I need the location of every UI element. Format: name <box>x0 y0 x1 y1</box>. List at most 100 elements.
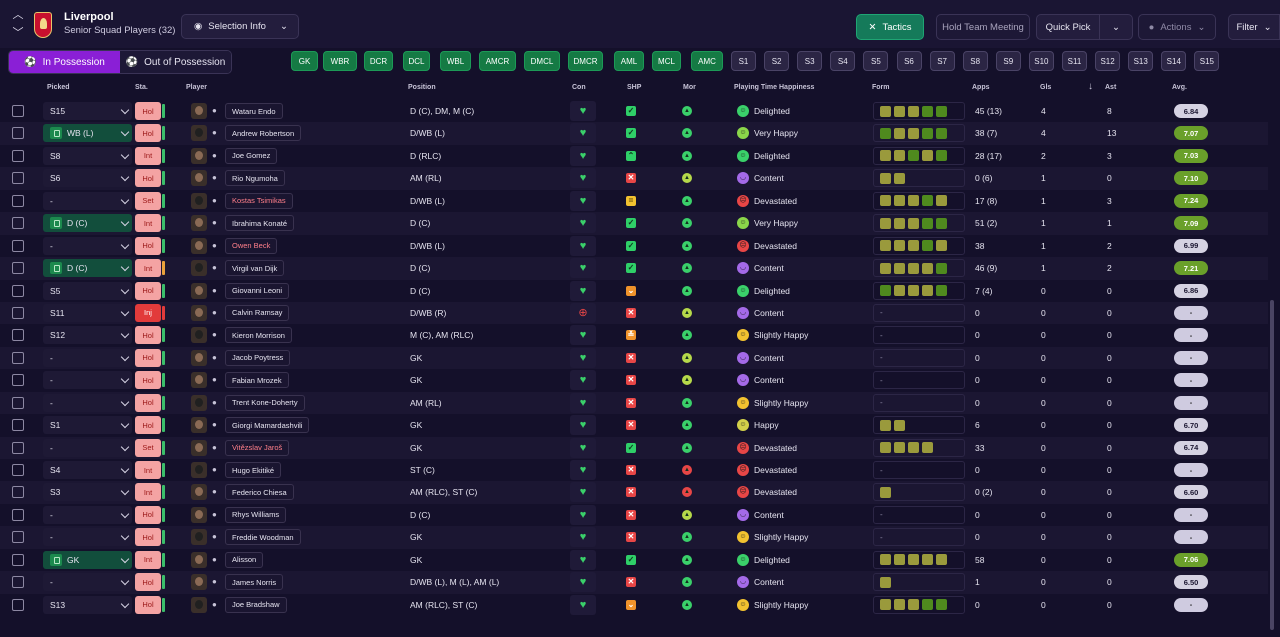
picked-dropdown[interactable]: - <box>43 505 132 524</box>
status-badge[interactable]: Hol <box>135 573 161 592</box>
table-row[interactable]: - Hol ● James Norris D/WB (L), M (L), AM… <box>0 571 1268 594</box>
player-name[interactable]: Owen Beck <box>225 237 278 254</box>
status-badge[interactable]: Hol <box>135 281 161 300</box>
row-checkbox[interactable] <box>12 217 24 230</box>
status-badge[interactable]: Hol <box>135 595 161 614</box>
status-badge[interactable]: Hol <box>135 505 161 524</box>
table-row[interactable]: S1 Hol ● Giorgi Mamardashvili GK ♥ ✕ ▲ ☺… <box>0 414 1268 436</box>
col-player[interactable]: Player <box>186 84 208 91</box>
player-name[interactable]: Trent Kone-Doherty <box>225 394 305 411</box>
position-button-dmcr[interactable]: DMCR <box>568 51 603 71</box>
player-name[interactable]: Alisson <box>225 551 264 568</box>
sort-arrow-icon[interactable]: ↓ <box>1088 81 1093 92</box>
table-row[interactable]: S5 Hol ● Giovanni Leoni D (C) ♥ ⌄ ▲ ☺ De… <box>0 280 1268 302</box>
picked-dropdown[interactable]: D (C) <box>43 214 132 233</box>
row-checkbox[interactable] <box>12 172 24 185</box>
table-row[interactable]: - Set ● Vitězslav Jaroš GK ♥ ✓ ▲ ☹ Devas… <box>0 436 1268 459</box>
position-button-dcr[interactable]: DCR <box>364 51 393 71</box>
picked-dropdown[interactable]: - <box>43 371 132 390</box>
row-checkbox[interactable] <box>12 486 24 499</box>
table-row[interactable]: WB (L) Hol ● Andrew Robertson D/WB (L) ♥… <box>0 122 1268 145</box>
position-button-amcr[interactable]: AMCR <box>479 51 516 71</box>
scrollbar[interactable] <box>1270 300 1274 630</box>
player-name[interactable]: Andrew Robertson <box>225 125 302 142</box>
actions-button[interactable]: ● Actions ⌄ <box>1138 14 1216 40</box>
picked-dropdown[interactable]: S1 <box>43 416 132 435</box>
col-form[interactable]: Form <box>872 84 890 91</box>
picked-dropdown[interactable]: - <box>43 348 132 367</box>
position-button-dmcl[interactable]: DMCL <box>524 51 560 71</box>
position-button-gk[interactable]: GK <box>291 51 318 71</box>
player-name[interactable]: Calvin Ramsay <box>225 304 290 321</box>
player-name[interactable]: Federico Chiesa <box>225 484 294 501</box>
picked-dropdown[interactable]: - <box>43 393 132 412</box>
status-badge[interactable]: Set <box>135 191 161 210</box>
row-checkbox[interactable] <box>12 464 24 476</box>
row-checkbox[interactable] <box>12 127 24 140</box>
player-name[interactable]: Hugo Ekitiké <box>225 462 282 478</box>
player-nav[interactable]: ︿ ﹀ <box>10 8 26 40</box>
picked-dropdown[interactable]: GK <box>43 550 132 569</box>
selection-info-button[interactable]: ◉ Selection Info ⌄ <box>181 14 299 39</box>
status-badge[interactable]: Hol <box>135 102 161 120</box>
status-badge[interactable]: Int <box>135 461 161 479</box>
player-name[interactable]: Rhys Williams <box>225 506 287 523</box>
slot-button-s11[interactable]: S11 <box>1062 51 1087 71</box>
position-button-amc[interactable]: AMC <box>691 51 723 71</box>
filter-button[interactable]: Filter ⌄ <box>1228 14 1280 40</box>
col-position[interactable]: Position <box>408 84 436 91</box>
row-checkbox[interactable] <box>12 508 24 521</box>
player-name[interactable]: Ibrahima Konaté <box>225 215 295 232</box>
picked-dropdown[interactable]: S4 <box>43 461 132 479</box>
row-checkbox[interactable] <box>12 598 24 611</box>
row-checkbox[interactable] <box>12 306 24 319</box>
picked-dropdown[interactable]: - <box>43 573 132 592</box>
status-badge[interactable]: Hol <box>135 124 161 143</box>
col-shp[interactable]: SHP <box>627 84 642 91</box>
status-badge[interactable]: Set <box>135 438 161 457</box>
player-name[interactable]: Jacob Poytress <box>225 349 291 366</box>
slot-button-s12[interactable]: S12 <box>1095 51 1121 71</box>
player-name[interactable]: Giorgi Mamardashvili <box>225 417 310 434</box>
status-badge[interactable]: Hol <box>135 371 161 390</box>
table-row[interactable]: - Hol ● Freddie Woodman GK ♥ ✕ ▲ ☺ Sligh… <box>0 526 1268 549</box>
status-badge[interactable]: Int <box>135 259 161 278</box>
table-row[interactable]: - Hol ● Jacob Poytress GK ♥ ✕ ▲ ◡ Conten… <box>0 346 1268 370</box>
table-row[interactable]: S15 Hol ● Wataru Endo D (C), DM, M (C) ♥… <box>0 100 1268 122</box>
row-checkbox[interactable] <box>12 329 24 342</box>
picked-dropdown[interactable]: - <box>43 438 132 457</box>
slot-button-s6[interactable]: S6 <box>896 51 922 71</box>
table-row[interactable]: S12 Hol ● Kieron Morrison M (C), AM (RLC… <box>0 324 1268 346</box>
row-checkbox[interactable] <box>12 396 24 409</box>
player-name[interactable]: Fabian Mrozek <box>225 372 289 389</box>
slot-button-s13[interactable]: S13 <box>1128 51 1154 71</box>
picked-dropdown[interactable]: - <box>43 191 132 210</box>
picked-dropdown[interactable]: - <box>43 528 132 547</box>
tactics-button[interactable]: ✕ Tactics <box>856 14 924 40</box>
picked-dropdown[interactable]: D (C) <box>43 259 132 278</box>
table-row[interactable]: S11 Inj ● Calvin Ramsay D/WB (R) ⊕ ✕ ▲ ◡… <box>0 301 1268 325</box>
player-name[interactable]: Joe Gomez <box>225 147 278 164</box>
table-row[interactable]: GK Int ● Alisson GK ♥ ✓ ▲ ☺ Delighted 58… <box>0 549 1268 571</box>
player-name[interactable]: Giovanni Leoni <box>225 282 290 299</box>
row-checkbox[interactable] <box>12 374 24 387</box>
col-goals[interactable]: Gls <box>1040 84 1052 91</box>
status-badge[interactable]: Hol <box>135 528 161 547</box>
player-name[interactable]: Vitězslav Jaroš <box>225 439 290 456</box>
position-button-aml[interactable]: AML <box>614 51 644 71</box>
table-row[interactable]: S3 Int ● Federico Chiesa AM (RLC), ST (C… <box>0 481 1268 504</box>
col-assists[interactable]: Ast <box>1105 84 1117 91</box>
slot-button-s2[interactable]: S2 <box>764 51 790 71</box>
table-row[interactable]: - Set ● Kostas Tsimikas D/WB (L) ♥ = ▲ ☹… <box>0 190 1268 212</box>
table-row[interactable]: D (C) Int ● Virgil van Dijk D (C) ♥ ✓ ▲ … <box>0 257 1268 280</box>
picked-dropdown[interactable]: S12 <box>43 326 132 345</box>
col-condition[interactable]: Con <box>572 84 586 91</box>
table-row[interactable]: S13 Hol ● Joe Bradshaw AM (RLC), ST (C) … <box>0 594 1268 616</box>
status-badge[interactable]: Hol <box>135 348 161 367</box>
player-name[interactable]: Kostas Tsimikas <box>225 192 293 209</box>
player-name[interactable]: Rio Ngumoha <box>225 170 285 187</box>
status-badge[interactable]: Hol <box>135 393 161 412</box>
status-badge[interactable]: Hol <box>135 416 161 435</box>
quick-pick-button[interactable]: Quick Pick <box>1036 14 1100 40</box>
status-badge[interactable]: Inj <box>135 303 161 322</box>
